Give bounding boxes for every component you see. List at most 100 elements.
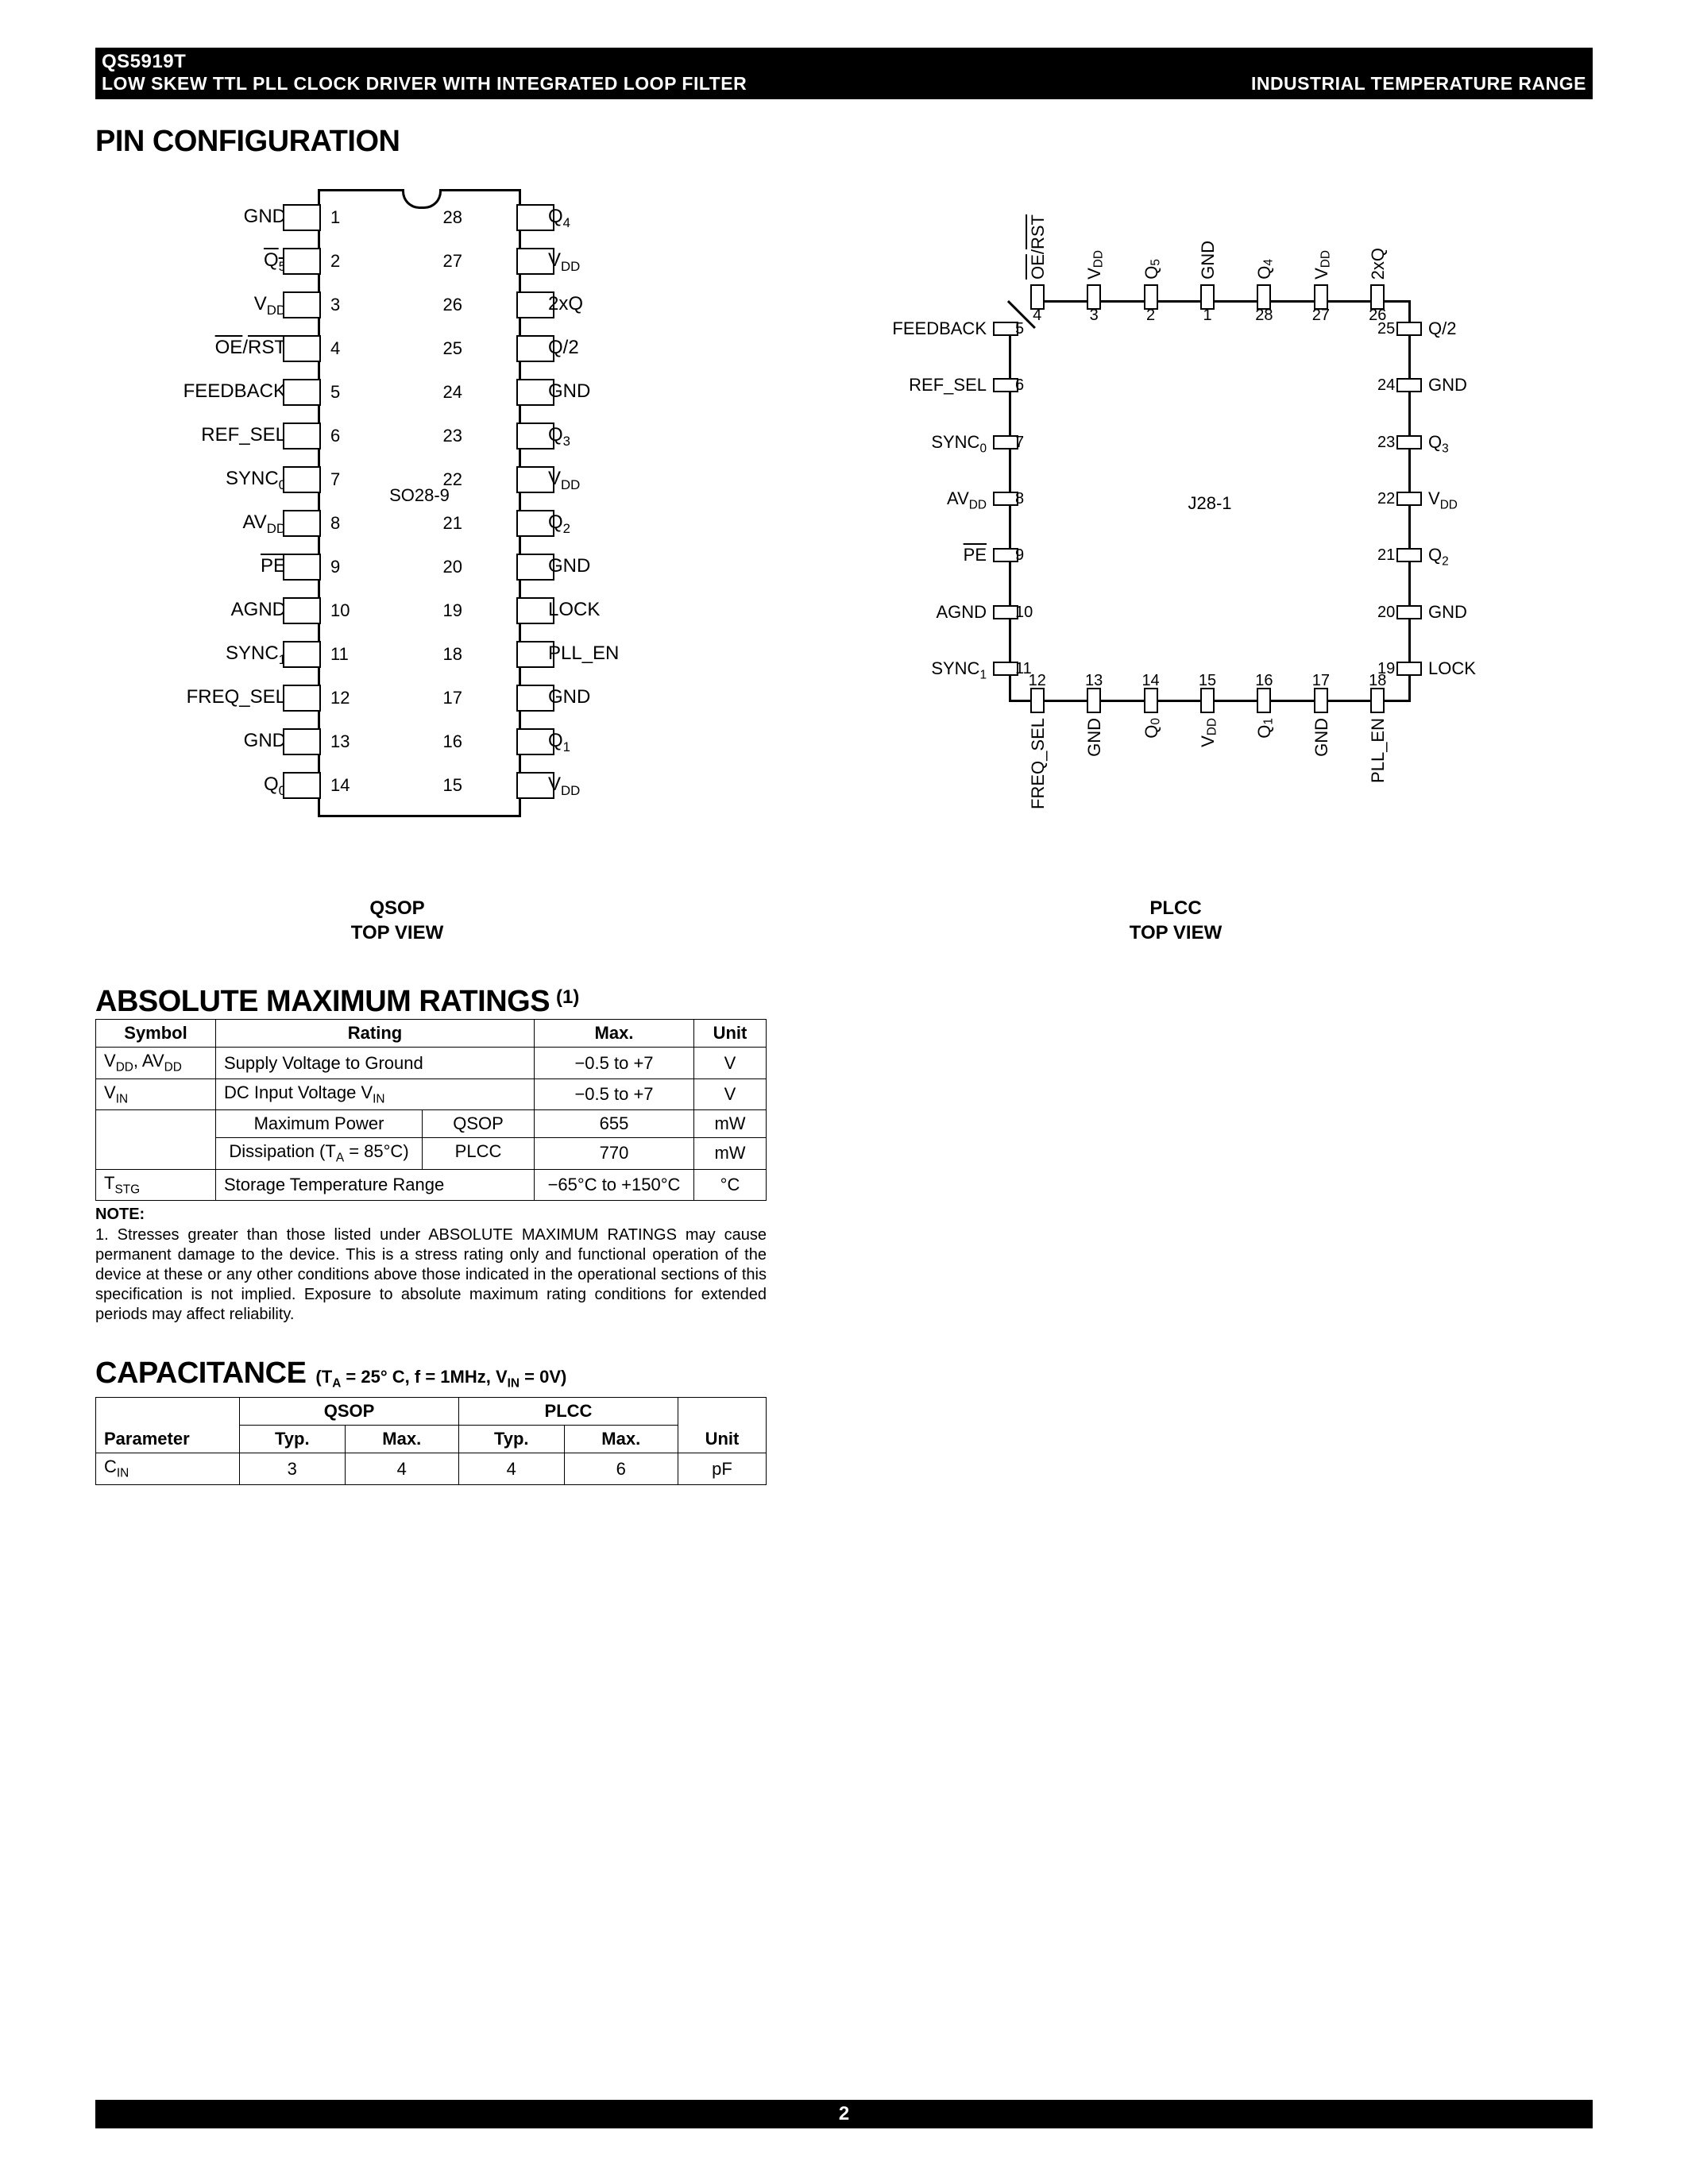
pin-label: AGND — [231, 599, 286, 621]
pin-label: VDD — [1428, 488, 1458, 512]
pin-label: PLL_EN — [1368, 718, 1389, 783]
pin-number: 2 — [1139, 307, 1163, 325]
qsop-diagram: SO28-9 GND128Q4Q5227VDDVDD3262xQOE/RST42… — [95, 173, 699, 888]
pin-number: 5 — [1015, 320, 1024, 338]
qsop-pin-row: GND1316Q1 — [95, 725, 699, 755]
table-row: VDD, AVDD Supply Voltage to Ground −0.5 … — [96, 1048, 767, 1078]
pin-label: Q0 — [1141, 718, 1163, 739]
pin-number: 23 — [443, 426, 462, 446]
amr-table: Symbol Rating Max. Unit VDD, AVDD Supply… — [95, 1019, 767, 1201]
pin-number: 20 — [443, 557, 462, 577]
pin-box — [283, 641, 321, 668]
pin-number: 22 — [443, 469, 462, 490]
pin-label: FREQ_SEL — [1028, 718, 1049, 809]
table-row: TSTG Storage Temperature Range −65°C to … — [96, 1169, 767, 1200]
pin-number: 13 — [330, 731, 350, 752]
pin-box — [1396, 548, 1422, 562]
pin-label: GND — [1428, 602, 1467, 623]
qsop-pin-row: SYNC11118PLL_EN — [95, 638, 699, 668]
header-part: QS5919T — [102, 51, 1586, 73]
pin-label: SYNC0 — [931, 432, 987, 456]
amr-note-label: NOTE: — [95, 1206, 1593, 1224]
pin-label: Q3 — [1428, 432, 1449, 456]
pin-label: LOCK — [548, 599, 600, 621]
section-pinconfig: PIN CONFIGURATION — [95, 125, 1593, 159]
pin-box — [283, 291, 321, 318]
pin-number: 14 — [1139, 672, 1163, 690]
pin-label: 2xQ — [548, 293, 583, 315]
qsop-caption: QSOP TOP VIEW — [95, 896, 699, 945]
pin-box — [283, 772, 321, 799]
header-right: INDUSTRIAL TEMPERATURE RANGE — [1251, 73, 1586, 95]
pin-label: GND — [1311, 718, 1332, 757]
pin-number: 10 — [1015, 604, 1033, 622]
pin-number: 21 — [1377, 546, 1395, 565]
pin-number: 4 — [1026, 307, 1049, 325]
pin-label: Q1 — [548, 730, 570, 755]
pin-label: GND — [244, 730, 286, 752]
pin-box — [1257, 688, 1271, 713]
pin-label: SYNC0 — [226, 468, 286, 493]
pin-box — [283, 510, 321, 537]
pin-label: Q2 — [548, 511, 570, 537]
pin-label: VDD — [1311, 250, 1333, 280]
pin-label: VDD — [1084, 250, 1106, 280]
pin-box — [283, 335, 321, 362]
pin-box — [1144, 688, 1158, 713]
pin-box — [1396, 322, 1422, 336]
pin-number: 12 — [330, 688, 350, 708]
amr-sup: (1) — [556, 986, 579, 1009]
pin-label: AGND — [936, 602, 987, 623]
amr-note: 1. Stresses greater than those listed un… — [95, 1225, 767, 1325]
pin-box — [283, 379, 321, 406]
plcc-chipname: J28-1 — [1011, 493, 1408, 514]
pin-label: VDD — [548, 774, 580, 799]
pin-box — [283, 597, 321, 624]
pin-number: 26 — [443, 295, 462, 315]
pin-label: OE/RST — [215, 337, 286, 359]
qsop-pin-row: REF_SEL623Q3 — [95, 419, 699, 450]
qsop-pin-row: VDD 3 26 2xQ — [95, 288, 699, 318]
plcc-diagram: J28-1 4OE/RST3VDD2Q51GND28Q427VDD262xQ12… — [818, 173, 1533, 888]
pin-label: REF_SEL — [201, 424, 286, 446]
qsop-body: SO28-9 — [318, 189, 521, 817]
pin-number: 24 — [1377, 376, 1395, 395]
pin-number: 25 — [443, 338, 462, 359]
header-desc: LOW SKEW TTL PLL CLOCK DRIVER WITH INTEG… — [102, 73, 747, 95]
qsop-pin-row: AVDD821Q2 — [95, 507, 699, 537]
pin-label: LOCK — [1428, 658, 1476, 679]
pin-number: 15 — [1196, 672, 1219, 690]
qsop-pin-row: GND128Q4 — [95, 201, 699, 231]
pin-number: 6 — [1015, 376, 1024, 395]
pin-box — [1314, 688, 1328, 713]
pin-number: 27 — [443, 251, 462, 272]
pin-label: AVDD — [947, 488, 987, 512]
pin-number: 11 — [1015, 660, 1032, 678]
pin-number: 20 — [1377, 604, 1395, 622]
pin-box — [1200, 688, 1215, 713]
pin-number: 9 — [1015, 546, 1024, 565]
pin-number: 3 — [330, 295, 340, 315]
pin-label: PLL_EN — [548, 642, 619, 665]
pin-number: 11 — [330, 644, 349, 665]
pin-label: GND — [244, 206, 286, 228]
pin-label: GND — [1428, 375, 1467, 396]
pin-box — [1396, 378, 1422, 392]
pin-label: FEEDBACK — [183, 380, 286, 403]
pin-number: 4 — [330, 338, 340, 359]
table-row: Maximum Power QSOP 655 mW — [96, 1110, 767, 1138]
pin-label: Q/2 — [1428, 318, 1456, 339]
pin-label: AVDD — [243, 511, 286, 537]
pin-label: VDD — [254, 293, 286, 318]
pin-number: 27 — [1309, 307, 1333, 325]
cap-table: Parameter QSOP PLCC Unit Typ. Max. Typ. … — [95, 1397, 767, 1484]
pin-number: 21 — [443, 513, 462, 534]
pin-label: VDD — [548, 249, 580, 275]
pin-label: Q3 — [548, 424, 570, 450]
section-amr: ABSOLUTE MAXIMUM RATINGS — [95, 985, 550, 1019]
pin-number: 18 — [443, 644, 462, 665]
table-row: CIN 3 4 4 6 pF — [96, 1453, 767, 1484]
pin-number: 19 — [1377, 660, 1395, 678]
plcc-caption: PLCC TOP VIEW — [818, 896, 1533, 945]
pin-box — [1396, 435, 1422, 450]
